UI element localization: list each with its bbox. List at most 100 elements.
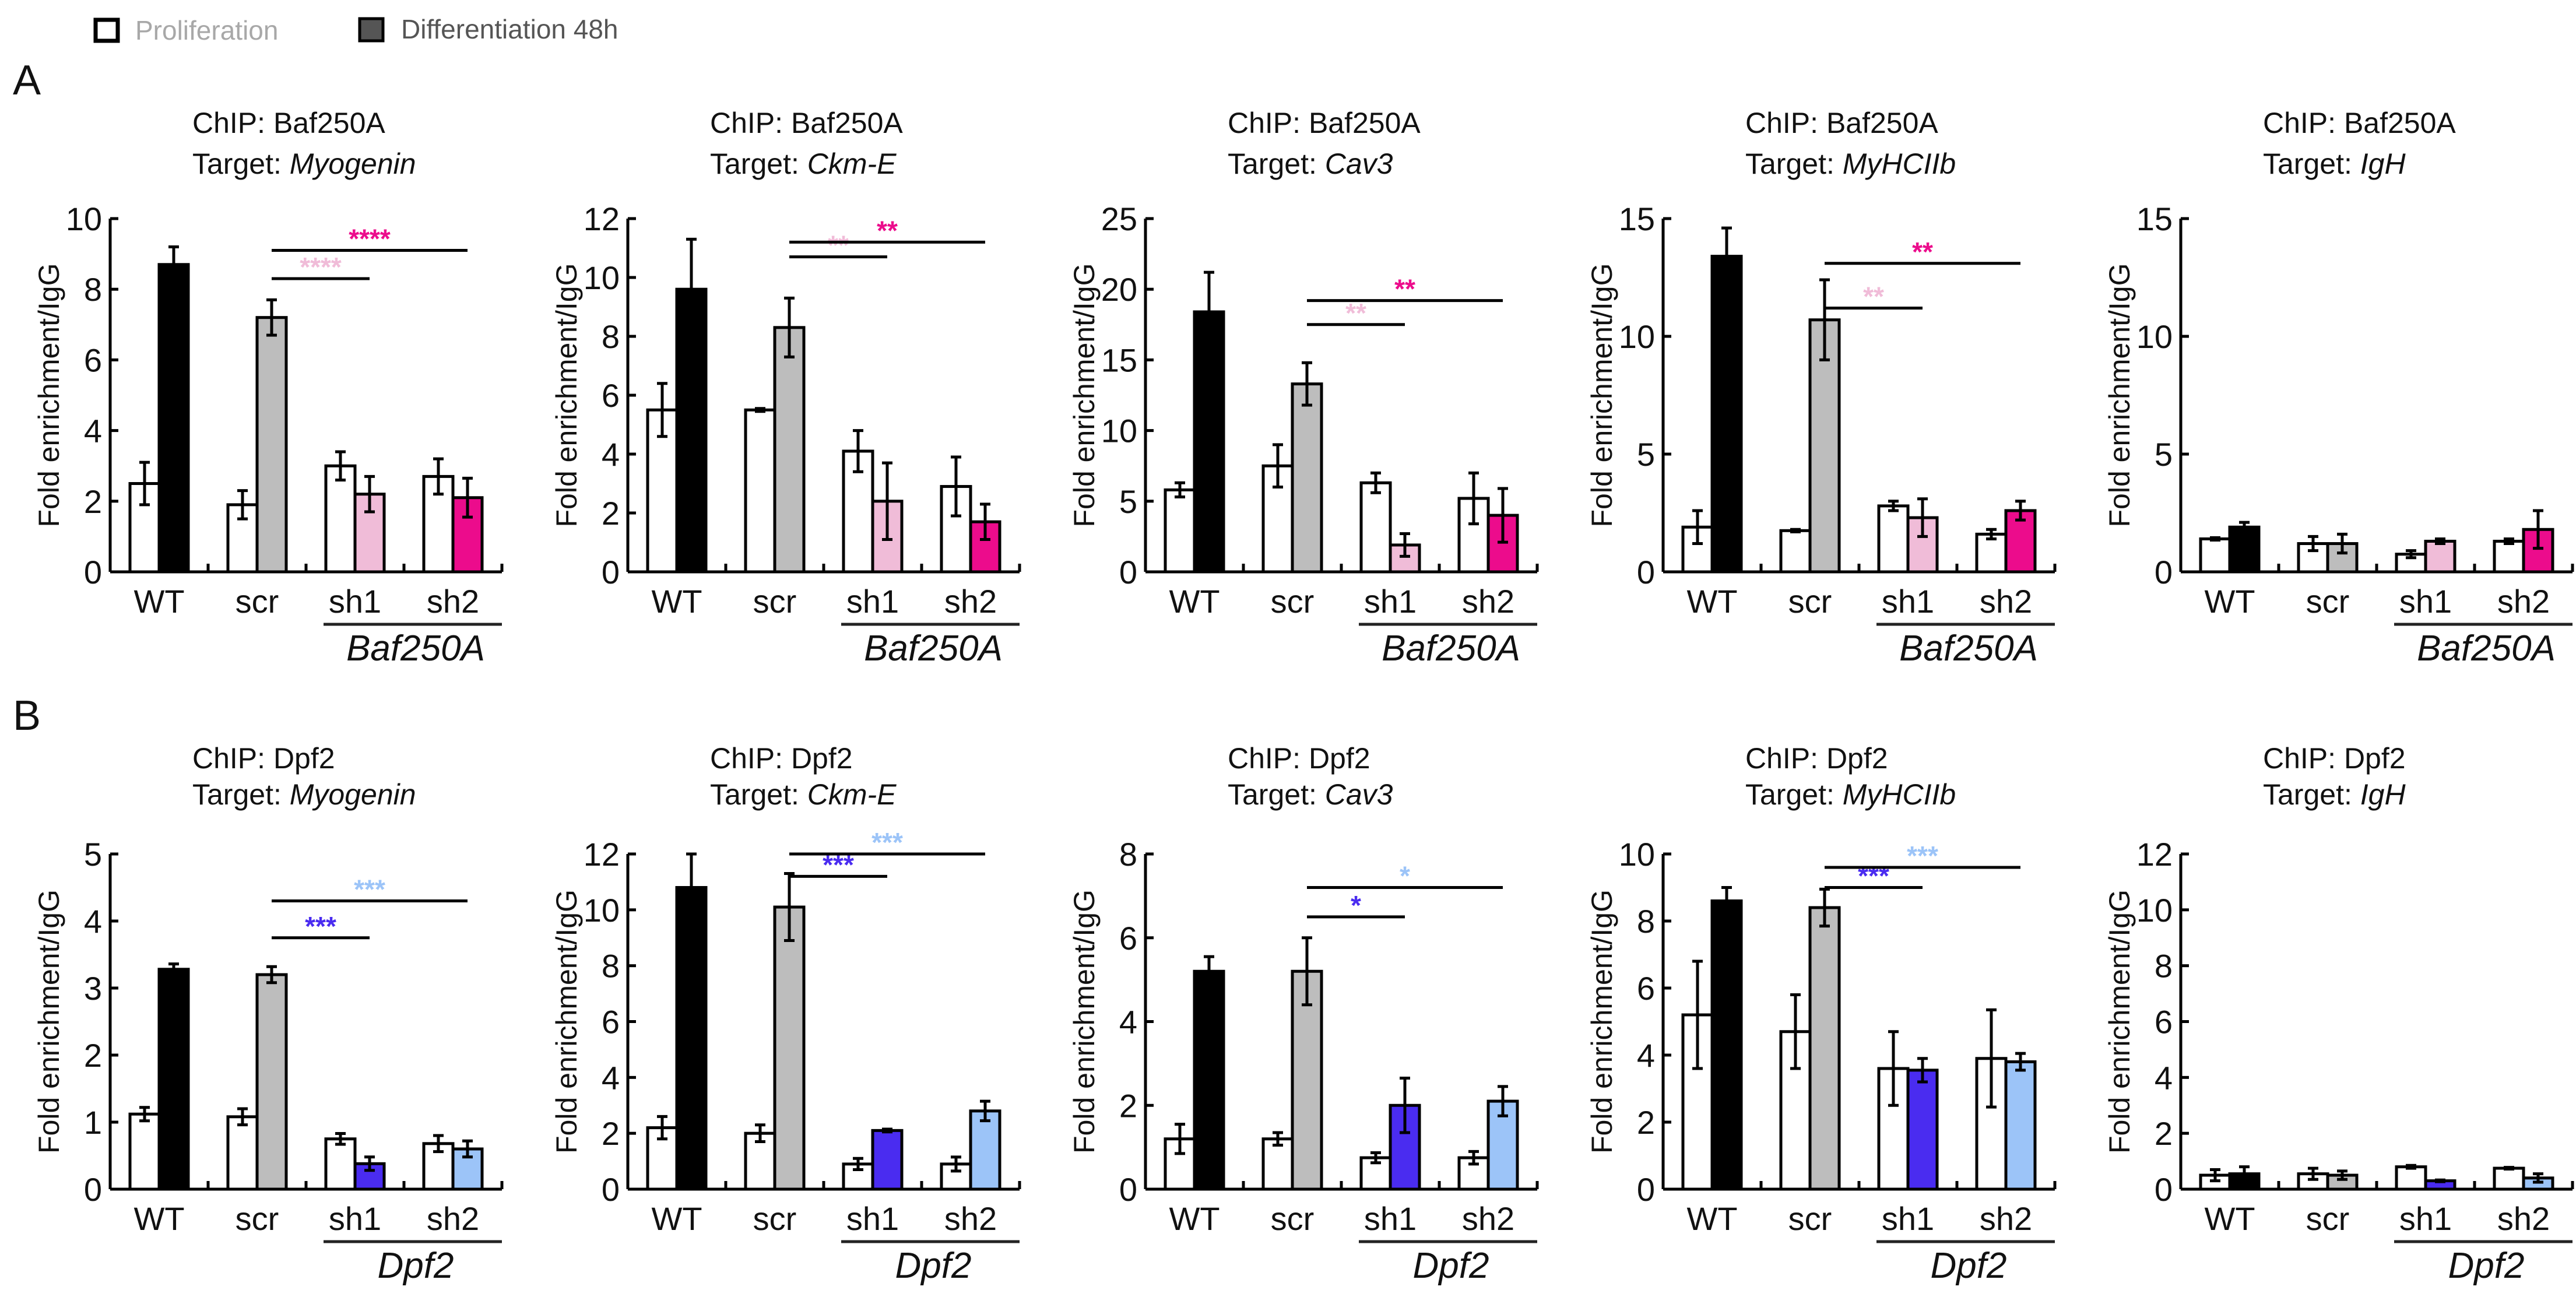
y-tick-label: 0 — [2155, 1171, 2173, 1208]
bar-proliferation — [1359, 481, 1392, 574]
chip-title: ChIP: Dpf2 — [1745, 742, 1888, 775]
bar-differentiation — [1291, 382, 1323, 574]
y-tick-label: 6 — [602, 377, 620, 414]
y-tick-label: 0 — [84, 554, 102, 591]
target-gene: IgH — [2360, 778, 2406, 811]
significance-stars: ** — [877, 215, 898, 245]
y-axis-label: Fold enrichment/IgG — [1068, 263, 1101, 528]
y-tick-label: 2 — [602, 495, 620, 532]
x-category-label: sh2 — [427, 583, 479, 620]
y-tick-label: 0 — [1119, 554, 1137, 591]
y-tick-label: 8 — [2155, 948, 2173, 985]
bar-proliferation — [2493, 1166, 2525, 1191]
y-tick-label: 12 — [2136, 836, 2173, 873]
significance-stars: **** — [300, 252, 342, 282]
y-tick-label: 20 — [1101, 271, 1137, 308]
x-category-label: WT — [1169, 583, 1220, 620]
y-tick-label: 2 — [1119, 1087, 1137, 1124]
target-gene: IgH — [2360, 147, 2406, 180]
y-tick-label: 10 — [1101, 413, 1137, 449]
target-prefix: Target: — [1228, 778, 1325, 811]
x-category-label: WT — [133, 583, 184, 620]
x-category-label: sh2 — [427, 1200, 479, 1237]
significance-stars: * — [1351, 890, 1361, 920]
x-category-label: scr — [753, 1200, 797, 1237]
target-title: Target: MyHCIIb — [1745, 147, 1956, 180]
y-tick-label: 2 — [1637, 1104, 1655, 1141]
y-tick-label: 8 — [602, 948, 620, 985]
bar-differentiation — [1389, 543, 1421, 574]
target-prefix: Target: — [1745, 778, 1843, 811]
knockdown-group-label: Dpf2 — [895, 1246, 972, 1286]
bar-differentiation — [157, 968, 190, 1191]
x-category-label: scr — [2306, 1200, 2350, 1237]
target-title: Target: Myogenin — [192, 778, 416, 811]
y-axis-label: Fold enrichment/IgG — [2103, 890, 2136, 1154]
target-prefix: Target: — [1745, 147, 1843, 180]
target-title: Target: IgH — [2263, 147, 2406, 180]
x-category-label: sh2 — [1462, 583, 1514, 620]
bar-differentiation — [2424, 539, 2456, 574]
y-tick-label: 8 — [1637, 903, 1655, 940]
y-axis-label: Fold enrichment/IgG — [1068, 890, 1101, 1154]
bar-differentiation — [1906, 1068, 1939, 1191]
knockdown-group-label: Dpf2 — [1931, 1246, 2007, 1286]
bar-proliferation — [744, 408, 776, 574]
bar-proliferation — [1877, 504, 1910, 574]
legend-swatch-proliferation — [93, 17, 120, 43]
bar-proliferation — [1779, 529, 1812, 574]
target-gene: Myogenin — [290, 147, 416, 180]
x-category-label: sh1 — [1364, 583, 1417, 620]
panel-letter-b: B — [13, 693, 41, 739]
x-category-label: scr — [1271, 583, 1315, 620]
knockdown-group-label: Dpf2 — [2448, 1246, 2525, 1286]
y-tick-label: 0 — [1637, 554, 1655, 591]
bar-differentiation — [1710, 255, 1743, 574]
chip-title: ChIP: Baf250A — [192, 107, 385, 139]
y-tick-label: 15 — [1619, 201, 1655, 237]
bar-proliferation — [2395, 1165, 2427, 1191]
x-category-label: sh2 — [1462, 1200, 1514, 1237]
y-tick-label: 4 — [1119, 1004, 1137, 1041]
y-tick-label: 5 — [1119, 483, 1137, 520]
y-tick-label: 25 — [1101, 201, 1137, 237]
significance-stars: ** — [1394, 274, 1415, 304]
y-tick-label: 10 — [584, 259, 620, 296]
bar-differentiation — [1291, 969, 1323, 1191]
bar-proliferation — [128, 1112, 161, 1191]
chart-panel: ChIP: Baf250A Target: Ckm-E Fold enrichmen… — [550, 107, 1021, 669]
target-title: Target: MyHCIIb — [1745, 778, 1956, 811]
x-category-label: WT — [1686, 1200, 1737, 1237]
legend-label-differentiation: Differentiation 48h — [401, 14, 618, 44]
bar-differentiation — [871, 1129, 904, 1191]
y-tick-label: 5 — [1637, 436, 1655, 473]
bar-proliferation — [1975, 532, 2008, 574]
y-tick-label: 0 — [1119, 1171, 1137, 1208]
y-tick-label: 4 — [1637, 1037, 1655, 1074]
x-category-label: sh1 — [329, 583, 381, 620]
legend: Proliferation Differentiation 48h — [93, 14, 618, 45]
y-tick-label: 8 — [1119, 836, 1137, 873]
bar-proliferation — [226, 1115, 259, 1191]
y-tick-label: 6 — [602, 1004, 620, 1041]
target-gene: Myogenin — [290, 778, 416, 811]
significance-stars: *** — [1858, 861, 1889, 891]
chip-title: ChIP: Dpf2 — [710, 742, 853, 775]
bar-differentiation — [255, 316, 288, 574]
bar-differentiation — [1193, 310, 1225, 574]
target-prefix: Target: — [2263, 778, 2360, 811]
bar-differentiation — [2004, 1060, 2037, 1191]
y-tick-label: 10 — [1619, 318, 1655, 355]
target-title: Target: Ckm-E — [710, 778, 897, 811]
significance-stars: **** — [349, 224, 391, 254]
y-tick-label: 0 — [2155, 554, 2173, 591]
significance-stars: ** — [1345, 298, 1366, 328]
y-tick-label: 6 — [84, 342, 102, 378]
knockdown-group-label: Baf250A — [2417, 628, 2556, 669]
y-tick-label: 6 — [1119, 920, 1137, 957]
x-category-label: WT — [651, 583, 702, 620]
significance-stars: ** — [828, 230, 849, 261]
y-tick-label: 2 — [84, 483, 102, 520]
